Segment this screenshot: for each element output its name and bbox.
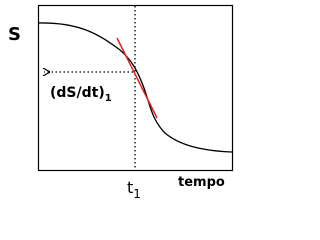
time-label: t1: [127, 178, 141, 201]
tangent-line: [116, 37, 158, 119]
time-subscript: 1: [133, 187, 141, 201]
y-axis-label: S: [8, 24, 21, 45]
x-axis-label: tempo: [178, 175, 225, 190]
slope-subscript: 1: [105, 93, 112, 104]
slope-text: (dS/dt): [50, 85, 105, 101]
time-text: t: [127, 178, 133, 197]
slope-label: (dS/dt)1: [50, 85, 112, 104]
diagram: S (dS/dt)1 t1 tempo: [8, 4, 234, 201]
s-curve: [37, 22, 233, 153]
